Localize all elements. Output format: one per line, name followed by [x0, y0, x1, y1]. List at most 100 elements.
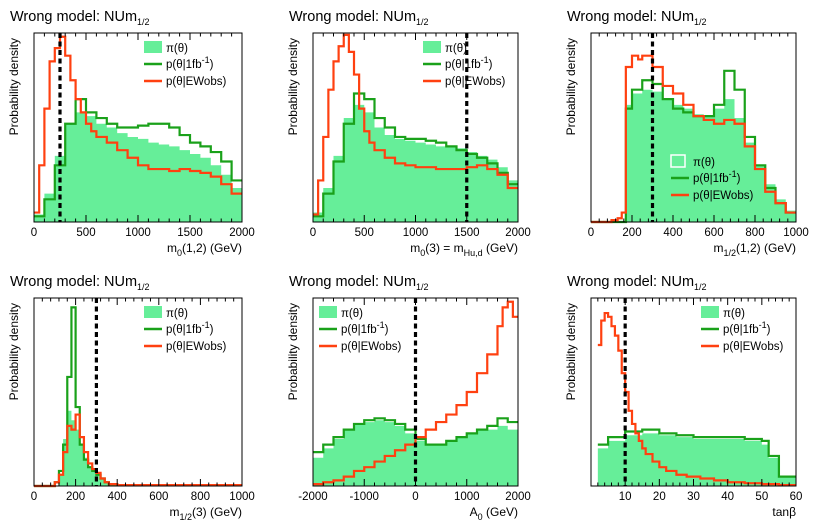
- x-tick-label: 0: [588, 227, 594, 239]
- legend-prior-swatch: [670, 154, 686, 168]
- legend: π(θ)p(θ|1fb-1) p(θ|EWobs): [144, 306, 226, 353]
- x-tick-label: 2000: [229, 227, 255, 239]
- posterior-ewobs-line: [34, 413, 242, 488]
- x-axis-label: m0(1,2) (GeV): [167, 241, 242, 258]
- y-axis-label: Probability density: [7, 38, 21, 135]
- legend-prior-swatch: [319, 306, 337, 318]
- x-tick-label: 60: [790, 491, 803, 503]
- x-tick-label: 50: [755, 491, 768, 503]
- legend-prior-label: π(θ): [166, 43, 188, 55]
- x-tick-label: 600: [704, 227, 723, 239]
- legend: π(θ)p(θ|1fb-1) p(θ|EWobs): [144, 41, 226, 88]
- x-tick-label: 800: [745, 227, 764, 239]
- x-tick-label: 10: [619, 491, 632, 503]
- x-tick-label: 1500: [177, 227, 203, 239]
- y-axis-label: Probability density: [286, 303, 300, 400]
- x-tick-label: 2000: [505, 227, 531, 239]
- x-tick-label: 200: [66, 491, 85, 503]
- posterior-ewobs-line: [34, 35, 242, 214]
- x-tick-label: 0: [310, 227, 316, 239]
- y-axis-label: Probability density: [7, 303, 21, 400]
- x-axis-label: m0(3) = mHu,d (GeV): [410, 241, 518, 258]
- legend-prior-swatch: [144, 306, 162, 318]
- x-tick-label: 0: [412, 491, 418, 503]
- x-tick-label: 400: [663, 227, 682, 239]
- legend: π(θ)p(θ|1fb-1) p(θ|EWobs): [423, 41, 505, 88]
- legend-prior-swatch: [423, 41, 441, 53]
- panel-1: 0 500 1000 1500 2000 Wrong model: NUm1/2 m0(1,…: [7, 9, 255, 258]
- x-tick-label: 500: [355, 227, 374, 239]
- x-tick-label: 500: [76, 227, 95, 239]
- posterior-ewobs-line: [597, 311, 796, 487]
- legend-pew-label: p(θ|EWobs): [166, 76, 226, 88]
- legend-pew-label: p(θ|EWobs): [723, 341, 783, 353]
- x-tick-label: 40: [721, 491, 734, 503]
- x-tick-label: 30: [687, 491, 700, 503]
- legend-pew-label: p(θ|EWobs): [445, 76, 505, 88]
- panel-title: Wrong model: NUm1/2: [10, 274, 150, 292]
- legend-p1fb-label: p(θ|1fb-1): [166, 320, 214, 336]
- panel-title: Wrong model: NUm1/2: [10, 9, 150, 27]
- posterior-1fb-line: [34, 98, 242, 218]
- prior-histogram: [34, 112, 242, 222]
- legend-p1fb-label: p(θ|1fb-1): [693, 169, 741, 185]
- x-tick-label: 1000: [783, 227, 809, 239]
- x-tick-label: 600: [149, 491, 168, 503]
- posterior-ewobs-line: [313, 300, 518, 486]
- prior-histogram: [313, 104, 518, 222]
- legend-prior-swatch: [701, 306, 719, 318]
- legend-prior-label: π(θ): [693, 157, 715, 169]
- panel-title: Wrong model: NUm1/2: [289, 9, 429, 27]
- posterior-1fb-line: [597, 428, 796, 478]
- panel-title: Wrong model: NUm1/2: [567, 9, 707, 27]
- legend: π(θ)p(θ|1fb-1) p(θ|EWobs): [670, 154, 753, 202]
- prior-histogram: [597, 433, 796, 486]
- legend: π(θ)p(θ|1fb-1) p(θ|EWobs): [319, 306, 401, 353]
- posterior-ewobs-line: [591, 54, 796, 224]
- plot-frame: [33, 297, 243, 487]
- x-tick-label: 0: [31, 227, 37, 239]
- x-tick-label: -1000: [350, 491, 379, 503]
- legend-prior-label: π(θ): [166, 308, 188, 320]
- x-tick-label: 2000: [505, 491, 531, 503]
- legend-prior-label: π(θ): [445, 43, 467, 55]
- legend-pew-label: p(θ|EWobs): [166, 341, 226, 353]
- panel-4: 0 200 400 600 800 1000 Wrong model: NUm1/2 m1/2…: [7, 274, 255, 522]
- legend-prior-label: π(θ): [341, 308, 363, 320]
- x-axis-label: A0 (GeV): [470, 505, 518, 522]
- plot-frame: [590, 32, 797, 223]
- x-tick-label: 20: [653, 491, 666, 503]
- x-tick-label: 800: [191, 491, 210, 503]
- panel-3: 0 200 400 600 800 1000 Wrong model: NUm1/2 m1/2…: [564, 9, 809, 258]
- legend-p1fb-label: p(θ|1fb-1): [166, 55, 214, 71]
- legend-pew-label: p(θ|EWobs): [341, 341, 401, 353]
- posterior-ewobs-line: [313, 33, 518, 216]
- legend-p1fb-label: p(θ|1fb-1): [445, 55, 493, 71]
- x-tick-label: -2000: [298, 491, 327, 503]
- panel-6: 10 20 30 40 50 60 Wrong model: NUm1/2 tanβ Proba…: [564, 274, 802, 519]
- panel-title: Wrong model: NUm1/2: [289, 274, 429, 292]
- x-axis-label: m1/2(3) (GeV): [169, 505, 242, 522]
- x-tick-label: 1500: [454, 227, 480, 239]
- y-axis-label: Probability density: [286, 38, 300, 135]
- legend-prior-label: π(θ): [723, 308, 745, 320]
- legend-prior-swatch: [144, 41, 162, 53]
- x-axis-label: tanβ: [772, 505, 796, 519]
- prior-histogram: [34, 410, 242, 486]
- legend-pew-label: p(θ|EWobs): [693, 190, 753, 202]
- panel-5: -2000 -1000 0 1000 2000 Wrong model: NUm1/2 A0…: [286, 274, 531, 522]
- panel-2: 0 500 1000 1500 2000 Wrong model: NUm1/2 m0(3)…: [286, 9, 531, 258]
- x-tick-label: 200: [622, 227, 641, 239]
- x-tick-label: 1000: [454, 491, 480, 503]
- x-tick-label: 1000: [229, 491, 255, 503]
- x-tick-label: 400: [108, 491, 127, 503]
- x-axis-label: m1/2(1,2) (GeV): [713, 241, 796, 258]
- legend-p1fb-label: p(θ|1fb-1): [723, 320, 771, 336]
- x-tick-label: 1000: [125, 227, 151, 239]
- legend-p1fb-label: p(θ|1fb-1): [341, 320, 389, 336]
- y-axis-label: Probability density: [564, 38, 578, 135]
- y-axis-label: Probability density: [564, 303, 578, 400]
- legend: π(θ)p(θ|1fb-1) p(θ|EWobs): [701, 306, 783, 353]
- posterior-1fb-line: [313, 92, 518, 218]
